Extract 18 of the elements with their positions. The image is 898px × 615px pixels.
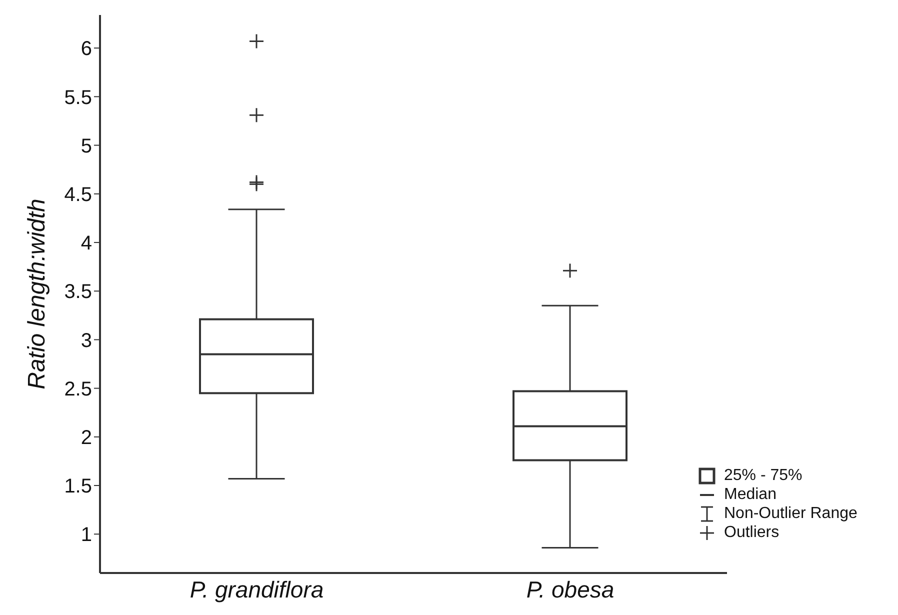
y-tick-label: 1.5	[64, 476, 92, 498]
y-tick-label: 2.5	[64, 378, 92, 400]
y-tick-label: 4.5	[64, 184, 92, 206]
y-tick-label: 4	[80, 232, 92, 255]
y-axis-title: Ratio length:width	[24, 198, 51, 390]
annotation: Outliers	[724, 523, 780, 542]
x-tick-label: P. obesa	[526, 576, 614, 602]
y-tick-label: 5	[80, 135, 92, 158]
annotation: Non-Outlier Range	[724, 504, 858, 523]
y-tick-label: 2	[80, 427, 92, 449]
y-tick-label: 1	[80, 524, 92, 546]
x-tick-label: P. grandiflora	[190, 576, 324, 602]
annotation: 25% - 75%	[724, 466, 802, 485]
annotation: Median	[724, 485, 776, 504]
y-tick-label: 3	[80, 330, 92, 352]
y-tick-label: 3.5	[64, 281, 92, 304]
y-tick-label: 6	[80, 38, 92, 60]
y-tick-label: 5.5	[64, 86, 92, 109]
